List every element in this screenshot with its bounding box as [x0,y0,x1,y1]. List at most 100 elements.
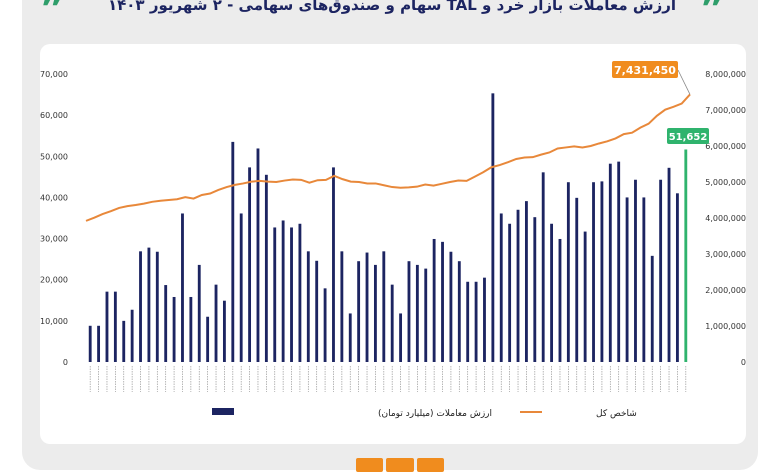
bar [248,167,252,362]
bar [315,260,319,362]
bar [642,197,646,362]
left-axis-tick-label: 30,000 [40,235,68,244]
quote-mark-right-icon: ❞ [700,0,724,33]
bar [399,313,403,362]
bar-badge-box [667,128,709,144]
bar [592,182,595,362]
x-axis-ticks [89,366,687,392]
bar [499,213,503,362]
bar [88,325,92,362]
footer-logo [356,458,444,472]
bar [105,291,109,362]
bar [575,197,579,362]
index-badge-text: 7,431,450 [614,64,676,77]
right-axis-tick-label: 5,000,000 [705,178,746,187]
bar [306,251,310,362]
bar [474,281,478,362]
bar [197,264,201,362]
bar [348,313,352,362]
bar [357,261,361,362]
bar [524,201,528,362]
left-axis-tick-label: 70,000 [40,70,68,79]
left-axis-tick-label: 50,000 [40,152,68,161]
bar [256,148,260,362]
bar [634,179,637,362]
left-axis-tick-label: 20,000 [40,276,68,285]
right-axis-ticks: 0 1,000,000 2,000,000 3,000,000 4,000,000 5,0… [705,70,746,367]
left-axis-tick-label: 0 [63,358,68,367]
bar [558,238,562,362]
bar [533,217,537,362]
bar [290,227,293,362]
index-badge-box [612,61,678,78]
bar [415,264,419,362]
bar [113,291,117,362]
legend-bar-label: ارزش معاملات (میلیارد تومان) [378,409,492,419]
bar [508,223,512,362]
bar [239,213,243,362]
bar [231,141,235,362]
bar [281,220,285,362]
bar [407,261,411,362]
bar [189,296,193,362]
bar [541,172,545,362]
bar [600,181,604,362]
bar [390,284,394,362]
bar [122,320,126,362]
right-axis-tick-label: 0 [741,358,746,367]
bar [155,251,159,362]
bar [97,325,101,362]
bar [617,161,621,362]
right-axis-tick-label: 1,000,000 [705,322,746,331]
bar [373,264,377,362]
bar [625,197,629,362]
index-badge-leader [677,69,691,95]
bar [264,174,268,362]
legend-bar-swatch [212,408,234,415]
right-axis-tick-label: 7,000,000 [705,106,746,115]
right-axis-tick-label: 3,000,000 [705,250,746,259]
page-title: ارزش معاملات بازار خرد و TAL سهام و صندو… [107,0,677,14]
index-value-badge: 7,431,450 [612,61,691,95]
logo-block-icon [416,458,444,472]
bar [139,251,142,362]
bar [466,281,470,362]
bar [323,288,327,362]
bar [172,296,176,362]
bar-value-badge: 51,652 [667,128,709,144]
bar [457,261,461,362]
left-axis-tick-label: 40,000 [40,193,68,202]
last-bar [684,149,688,362]
bar [659,179,663,362]
bar [566,182,570,362]
quote-mark-left-icon: ❞ [40,0,64,33]
bar-series [88,93,688,362]
right-axis-tick-label: 4,000,000 [705,214,746,223]
bar [491,93,495,362]
logo-block-icon [356,458,384,472]
bar [147,247,151,362]
index-line [85,93,691,222]
bar [130,309,134,362]
bar [298,223,302,362]
bar [340,251,344,362]
left-axis-ticks: 0 10,000 20,000 30,000 40,000 50,000 60,000 70,… [40,70,68,367]
bar [516,209,520,362]
bar [608,163,612,362]
bar [432,238,436,362]
bar [365,252,369,362]
bar [214,284,218,362]
left-axis-tick-label: 10,000 [40,317,68,326]
bar [550,223,554,362]
bar [650,255,654,362]
bar-badge-text: 51,652 [669,132,708,143]
right-axis-tick-label: 6,000,000 [705,142,746,151]
bar [181,213,184,362]
logo-block-icon [386,458,414,472]
bar [332,167,335,362]
right-axis-tick-label: 8,000,000 [705,70,746,79]
bar [667,167,671,362]
bar [164,285,168,362]
bar [382,251,386,362]
